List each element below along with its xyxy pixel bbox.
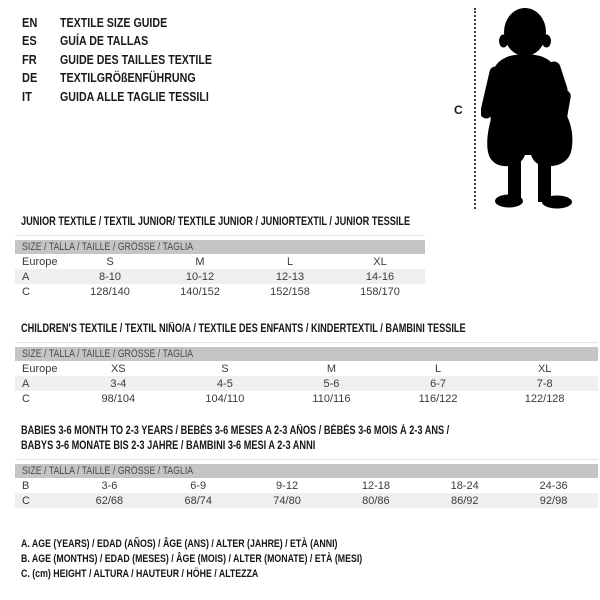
table-row-c: C 62/68 68/74 74/80 80/86 86/92 92/98	[15, 493, 598, 508]
cell: 10-12	[185, 270, 215, 283]
row-label: C	[22, 285, 30, 298]
language-title: GUIDA ALLE TAGLIE TESSILI	[60, 88, 209, 104]
table-row-c: C 128/140 140/152 152/158 158/170	[15, 284, 425, 299]
table-row-europe: Europe XS S M L XL	[15, 361, 598, 376]
table-row-c: C 98/104 104/110 110/116 116/122 122/128	[15, 391, 598, 406]
language-code: IT	[22, 88, 32, 104]
table-row-b: B 3-6 6-9 9-12 12-18 18-24 24-36	[15, 478, 598, 493]
table-children: SIZE / TALLA / TAILLE / GRÖSSE / TAGLIA …	[15, 342, 598, 406]
language-row-en: EN TEXTILE SIZE GUIDE	[22, 13, 245, 32]
cell: L	[286, 255, 294, 268]
cell: 7-8	[536, 377, 553, 390]
legend-line-a: A. AGE (YEARS) / EDAD (AÑOS) / ÂGE (ANS)…	[21, 538, 338, 550]
table-row-a: A 8-10 10-12 12-13 14-16	[15, 269, 425, 284]
cell: S	[106, 255, 114, 268]
language-row-es: ES GUÍA DE TALLAS	[22, 32, 245, 51]
row-label: A	[22, 377, 30, 390]
cell: 6-7	[430, 377, 447, 390]
cell: 152/158	[270, 285, 310, 298]
table-babies: SIZE / TALLA / TAILLE / GRÖSSE / TAGLIA …	[15, 459, 598, 508]
cell: 24-36	[539, 479, 568, 492]
cell: 116/122	[418, 392, 458, 405]
row-label: C	[22, 494, 30, 507]
cell: 140/152	[180, 285, 220, 298]
cell: 74/80	[273, 494, 301, 507]
cell: L	[435, 362, 442, 375]
language-row-it: IT GUIDA ALLE TAGLIE TESSILI	[22, 87, 245, 106]
cell: 62/68	[95, 494, 124, 507]
cell: M	[326, 362, 337, 375]
language-row-de: DE TEXTILGRÖßENFÜHRUNG	[22, 69, 245, 88]
language-code: DE	[22, 70, 38, 86]
cell: 128/140	[90, 285, 130, 298]
table-junior: SIZE / TALLA / TAILLE / GRÖSSE / TAGLIA …	[15, 235, 425, 299]
table-row-europe: Europe S M L XL	[15, 254, 425, 269]
figure-height-label: C	[454, 103, 463, 117]
cell: 6-9	[190, 479, 207, 492]
cell: 9-12	[276, 479, 299, 492]
language-code: EN	[22, 14, 38, 30]
measurement-legend: A. AGE (YEARS) / EDAD (AÑOS) / ÂGE (ANS)…	[21, 537, 448, 582]
height-measure-dotted-line	[474, 8, 476, 209]
cell: 68/74	[184, 494, 212, 507]
cell: 158/170	[360, 285, 400, 298]
cell: 122/128	[524, 392, 565, 405]
cell: 4-5	[216, 377, 233, 390]
table-size-header: SIZE / TALLA / TAILLE / GRÖSSE / TAGLIA	[15, 240, 425, 254]
baby-silhouette-icon	[481, 8, 573, 209]
cell: 104/110	[205, 392, 245, 405]
row-label: Europe	[22, 362, 58, 375]
cell: 3-4	[110, 377, 127, 390]
row-label: A	[22, 270, 30, 283]
language-title: TEXTILE SIZE GUIDE	[60, 14, 168, 30]
language-code: FR	[22, 51, 37, 67]
legend-line-c: C. (cm) HEIGHT / ALTURA / HAUTEUR / HÖHE…	[21, 568, 259, 580]
legend-line-b: B. AGE (MONTHS) / EDAD (MESES) / ÂGE (MO…	[21, 553, 363, 565]
cell: 14-16	[365, 270, 395, 283]
cell: 12-18	[361, 479, 390, 492]
cell: 92/98	[539, 494, 568, 507]
table-size-header: SIZE / TALLA / TAILLE / GRÖSSE / TAGLIA	[15, 347, 598, 361]
cell: 18-24	[450, 479, 479, 492]
language-title: TEXTILGRÖßENFÜHRUNG	[60, 70, 196, 86]
section-title-babies: BABIES 3-6 MONTH TO 2-3 YEARS / BEBÉS 3-…	[21, 425, 450, 452]
language-row-fr: FR GUIDE DES TAILLES TEXTILE	[22, 50, 245, 69]
cell: 110/116	[312, 392, 351, 405]
cell: XL	[537, 362, 552, 375]
cell: M	[195, 255, 205, 268]
cell: 80/86	[362, 494, 390, 507]
cell: 5-6	[323, 377, 340, 390]
cell: 86/92	[450, 494, 479, 507]
language-title: GUIDE DES TAILLES TEXTILE	[60, 51, 213, 67]
table-size-header: SIZE / TALLA / TAILLE / GRÖSSE / TAGLIA	[15, 464, 598, 478]
language-list: EN TEXTILE SIZE GUIDE ES GUÍA DE TALLAS …	[22, 13, 245, 106]
cell: 12-13	[275, 270, 305, 283]
cell: 8-10	[98, 270, 122, 283]
cell: S	[221, 362, 229, 375]
cell: XS	[110, 362, 126, 375]
section-title-children: CHILDREN'S TEXTILE / TEXTIL NIÑO/A / TEX…	[21, 323, 466, 335]
cell: 98/104	[101, 392, 136, 405]
row-label: C	[22, 392, 30, 405]
language-code: ES	[22, 33, 37, 49]
cell: 3-6	[101, 479, 118, 492]
section-title-junior: JUNIOR TEXTILE / TEXTIL JUNIOR/ TEXTILE …	[21, 216, 411, 228]
table-row-a: A 3-4 4-5 5-6 6-7 7-8	[15, 376, 598, 391]
language-title: GUÍA DE TALLAS	[60, 33, 149, 49]
row-label: Europe	[22, 255, 58, 268]
cell: XL	[373, 255, 387, 268]
row-label: B	[22, 479, 30, 492]
